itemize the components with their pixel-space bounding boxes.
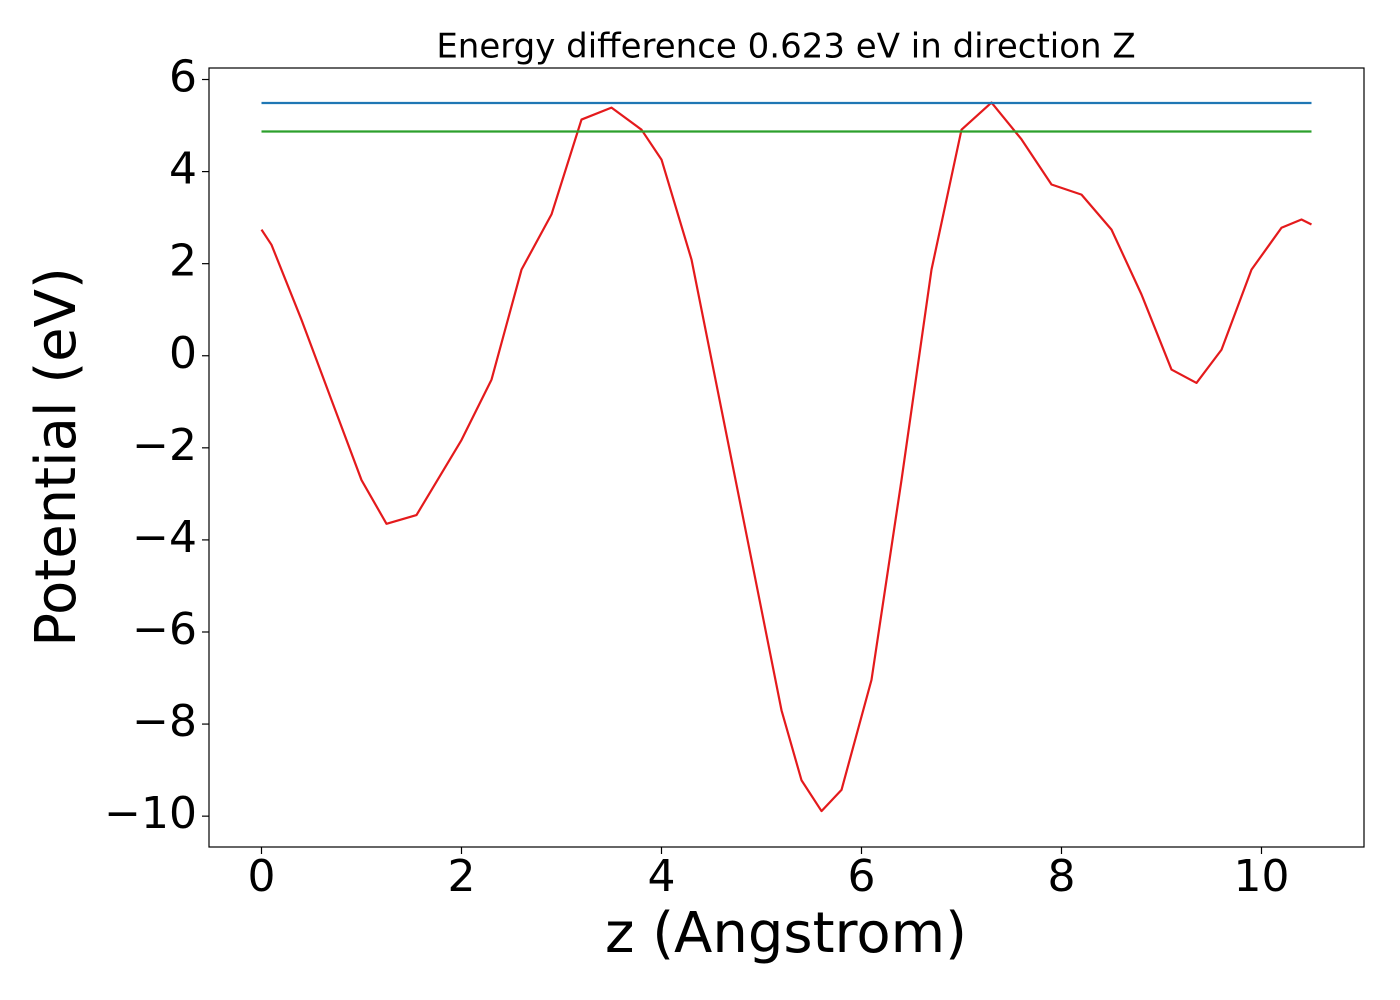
- x-tick-label: 4: [648, 851, 676, 902]
- y-tick-label: −10: [104, 788, 197, 839]
- y-tick-label: −2: [132, 420, 197, 471]
- y-tick-label: −6: [132, 604, 197, 655]
- x-tick-label: 6: [848, 851, 876, 902]
- plot-frame: [208, 67, 1365, 848]
- y-tick-label: 4: [169, 144, 197, 195]
- x-tick-label: 2: [448, 851, 476, 902]
- y-tick-label: 6: [169, 52, 197, 103]
- y-tick-label: −8: [132, 696, 197, 747]
- x-tick-label: 10: [1234, 851, 1290, 902]
- y-tick-label: 2: [169, 236, 197, 287]
- y-tick-label: 0: [169, 328, 197, 379]
- x-axis-label: z (Angstrom): [605, 901, 967, 966]
- y-tick-label: −4: [132, 512, 197, 563]
- x-tick-label: 8: [1048, 851, 1076, 902]
- x-tick-label: 0: [248, 851, 276, 902]
- line-series: [260, 101, 1312, 813]
- y-axis-label: Potential (eV): [24, 267, 89, 647]
- chart-title: Energy difference 0.623 eV in direction …: [436, 27, 1135, 67]
